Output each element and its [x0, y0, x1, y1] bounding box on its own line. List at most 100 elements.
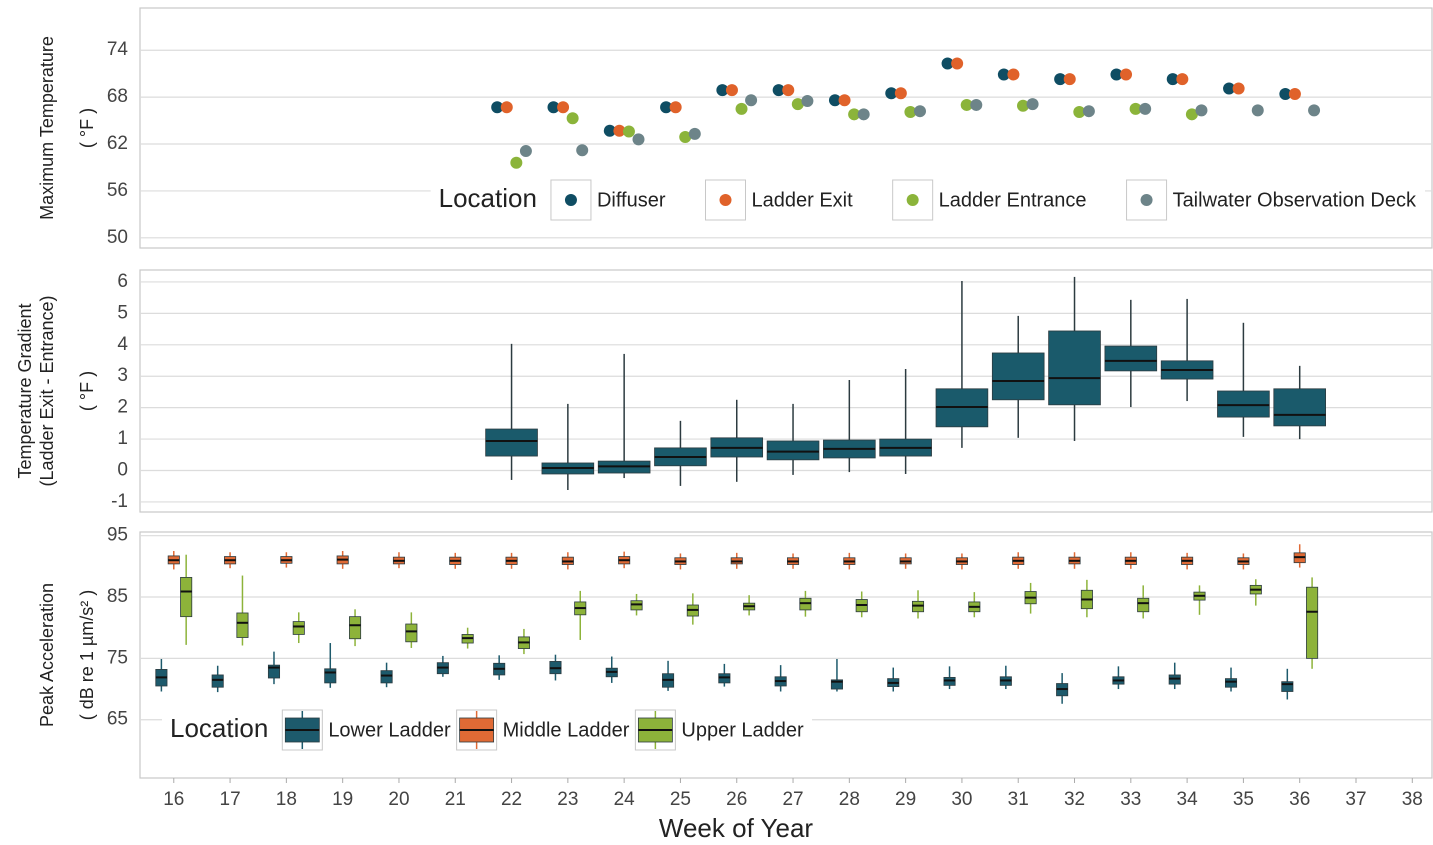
point [1223, 82, 1236, 95]
x-tick-label: 27 [782, 789, 803, 810]
y-axis-title: ( °F ) [77, 108, 97, 148]
point [1232, 82, 1245, 95]
x-tick-label: 28 [839, 789, 860, 810]
y-tick-label: 85 [107, 586, 128, 607]
point [603, 124, 616, 137]
x-tick-label: 16 [163, 789, 184, 810]
point [1007, 68, 1020, 81]
legend-label: Lower Ladder [328, 719, 451, 741]
point [745, 94, 758, 107]
legend: Location Diffuser Ladder Exit Ladder Entran… [430, 178, 1425, 222]
point [1026, 98, 1039, 111]
x-tick-label: 30 [951, 789, 972, 810]
legend-item: Upper Ladder [634, 709, 804, 751]
point [1082, 105, 1095, 118]
box [1137, 597, 1150, 613]
panel [139, 269, 1433, 513]
y-tick-label: 68 [107, 86, 128, 107]
legend-item: Diffuser [550, 179, 666, 221]
box [1224, 678, 1238, 688]
point [885, 87, 898, 100]
y-axis-title: Peak Acceleration [37, 583, 57, 727]
y-axis-title: ( dB re 1 µm/s² ) [77, 590, 97, 720]
y-axis-title: Temperature Gradient [15, 303, 35, 478]
point [1251, 104, 1264, 117]
x-tick-label: 21 [445, 789, 466, 810]
y-tick-label: 62 [107, 133, 128, 154]
legend-marker [906, 194, 919, 206]
point [960, 98, 973, 111]
legend-label: Middle Ladder [503, 719, 630, 741]
legend-label: Ladder Exit [752, 189, 854, 211]
point [1185, 108, 1198, 121]
point [1073, 105, 1086, 118]
box [180, 576, 193, 618]
legend-label: Upper Ladder [681, 719, 804, 741]
legend-label: Ladder Entrance [939, 189, 1087, 211]
point [519, 145, 532, 158]
point [1166, 73, 1179, 86]
point [1063, 73, 1076, 86]
y-axis-title: ( °F ) [77, 371, 97, 411]
point [1129, 102, 1142, 115]
y-tick-label: 1 [117, 428, 128, 449]
legend: Location Lower Ladder Middle Ladder Upper L… [162, 708, 813, 752]
box [1273, 388, 1326, 427]
legend-item: Ladder Entrance [892, 179, 1087, 221]
legend-label: Diffuser [597, 189, 666, 211]
x-axis-title: Week of Year [659, 813, 814, 843]
y-axis-title: (Ladder Exit - Entrance) [37, 295, 57, 486]
x-tick-label: 35 [1233, 789, 1254, 810]
point [1017, 99, 1030, 112]
point [1139, 102, 1152, 115]
point [913, 105, 926, 118]
x-tick-label: 25 [670, 789, 691, 810]
legend-item: Tailwater Observation Deck [1126, 179, 1417, 221]
y-tick-label: 75 [107, 647, 128, 668]
box [1281, 681, 1294, 692]
point [547, 101, 560, 114]
x-tick-label: 22 [501, 789, 522, 810]
box [349, 616, 362, 640]
point [725, 84, 738, 97]
box [380, 670, 393, 684]
x-tick-label: 17 [220, 789, 241, 810]
point [782, 84, 795, 97]
point [688, 127, 701, 140]
y-tick-label: 95 [107, 525, 128, 546]
y-tick-label: 6 [117, 271, 128, 292]
box [211, 674, 224, 688]
box [405, 623, 418, 643]
point [838, 94, 851, 107]
y-tick-label: 56 [107, 180, 128, 201]
point [1279, 87, 1292, 100]
point [997, 68, 1010, 81]
x-tick-label: 34 [1177, 789, 1199, 810]
point [622, 125, 635, 138]
point [613, 124, 626, 137]
x-tick-label: 33 [1120, 789, 1141, 810]
x-tick-label: 23 [557, 789, 578, 810]
x-tick-label: 19 [332, 789, 353, 810]
y-tick-label: 4 [117, 334, 128, 355]
x-tick-label: 37 [1345, 789, 1366, 810]
box [830, 679, 843, 690]
legend-item: Middle Ladder [456, 709, 630, 751]
legend-title: Location [170, 713, 268, 743]
point [857, 108, 870, 121]
point [951, 57, 964, 70]
point [801, 95, 814, 108]
box [485, 428, 538, 457]
x-tick-label: 31 [1008, 789, 1029, 810]
point [576, 144, 589, 157]
point [669, 101, 682, 114]
box [1306, 586, 1319, 659]
box [292, 621, 305, 635]
point [1195, 104, 1208, 117]
point [848, 108, 861, 121]
point [566, 112, 579, 125]
legend-item: Lower Ladder [281, 709, 451, 751]
legend-marker [719, 194, 732, 206]
legend-label: Tailwater Observation Deck [1173, 189, 1417, 211]
